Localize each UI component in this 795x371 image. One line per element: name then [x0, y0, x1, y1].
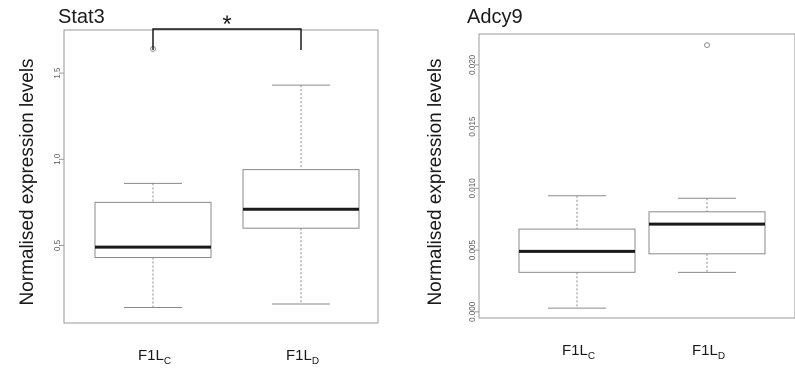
- category-label-main: F1L: [138, 347, 164, 364]
- y-tick-label: 0.010: [468, 178, 477, 199]
- box-1: [95, 47, 211, 308]
- box-2: [243, 85, 359, 304]
- box-1: [519, 196, 635, 308]
- box-2: [649, 43, 765, 273]
- y-tick-label: 0.020: [468, 54, 477, 75]
- stat3-panel: Normalised expression levels Stat3 0.5 1.…: [17, 6, 378, 367]
- category-label: F1LD: [692, 342, 725, 362]
- box-iqr: [243, 170, 359, 229]
- plot-frame: [479, 34, 795, 318]
- adcy9-title: Adcy9: [467, 6, 523, 28]
- stat3-title: Stat3: [58, 6, 105, 28]
- adcy9-panel: Normalised expression levels Adcy9 0.000…: [425, 6, 795, 362]
- y-tick-label: 0.000: [468, 301, 477, 322]
- category-label-subscript: D: [718, 351, 725, 362]
- category-label-subscript: C: [588, 351, 595, 362]
- category-label-main: F1L: [286, 347, 312, 364]
- y-tick-label: 0.005: [468, 240, 477, 261]
- category-label-subscript: C: [164, 356, 171, 367]
- category-label-main: F1L: [562, 342, 588, 359]
- y-tick-label: 0.015: [468, 116, 477, 137]
- category-label: F1LC: [562, 342, 595, 362]
- box-iqr: [95, 202, 211, 257]
- category-label: F1LD: [286, 347, 319, 367]
- y-tick-label: 0.5: [53, 239, 62, 251]
- category-label-subscript: D: [312, 356, 319, 367]
- y-tick-label: 1.0: [53, 153, 62, 165]
- box-iqr: [649, 212, 765, 254]
- category-label-main: F1L: [692, 342, 718, 359]
- category-label: F1LC: [138, 347, 171, 367]
- significance-star: *: [222, 11, 231, 38]
- adcy9-y-axis-title: Normalised expression levels: [425, 58, 446, 305]
- stat3-y-axis-title: Normalised expression levels: [17, 58, 38, 305]
- y-tick-label: 1.5: [53, 67, 62, 79]
- outlier-point: [705, 43, 710, 48]
